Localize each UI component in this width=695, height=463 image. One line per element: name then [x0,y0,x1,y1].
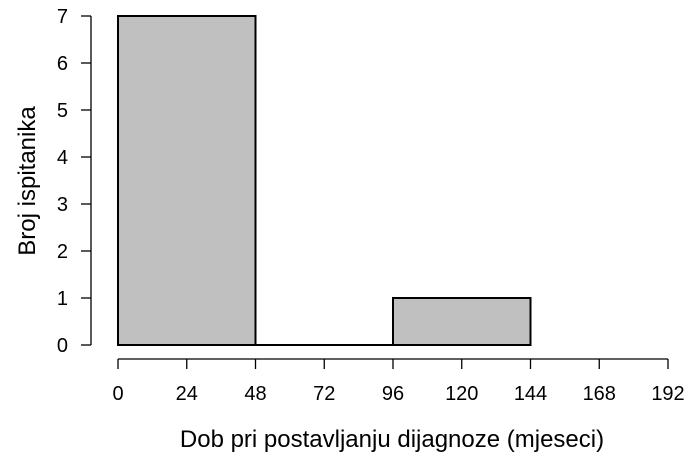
x-tick-label: 192 [651,383,684,405]
x-tick-label: 0 [112,383,123,405]
x-tick-label: 96 [382,383,404,405]
y-tick-label: 0 [57,335,68,357]
y-axis: 0 1 2 3 4 5 6 7 [57,6,92,357]
histogram-bar-2 [392,297,532,346]
histogram-bar-0 [117,15,257,346]
x-tick-label: 72 [313,383,335,405]
y-axis-title: Broj ispitanika [14,106,41,256]
x-axis-title: Dob pri postavljanju dijagnoze (mjeseci) [180,426,604,453]
x-axis: 0 24 48 72 96 120 144 168 192 [112,358,685,405]
x-tick-label: 168 [583,383,616,405]
x-tick-label: 120 [445,383,478,405]
y-tick-label: 1 [57,288,68,310]
y-tick-label: 2 [57,241,68,263]
y-tick-label: 6 [57,53,68,75]
x-tick-label: 24 [176,383,198,405]
y-tick-label: 3 [57,194,68,216]
y-tick-label: 5 [57,100,68,122]
x-tick-label: 48 [244,383,266,405]
y-tick-label: 4 [57,147,68,169]
x-tick-label: 144 [514,383,547,405]
bars-group [117,15,532,346]
y-tick-label: 7 [57,6,68,28]
